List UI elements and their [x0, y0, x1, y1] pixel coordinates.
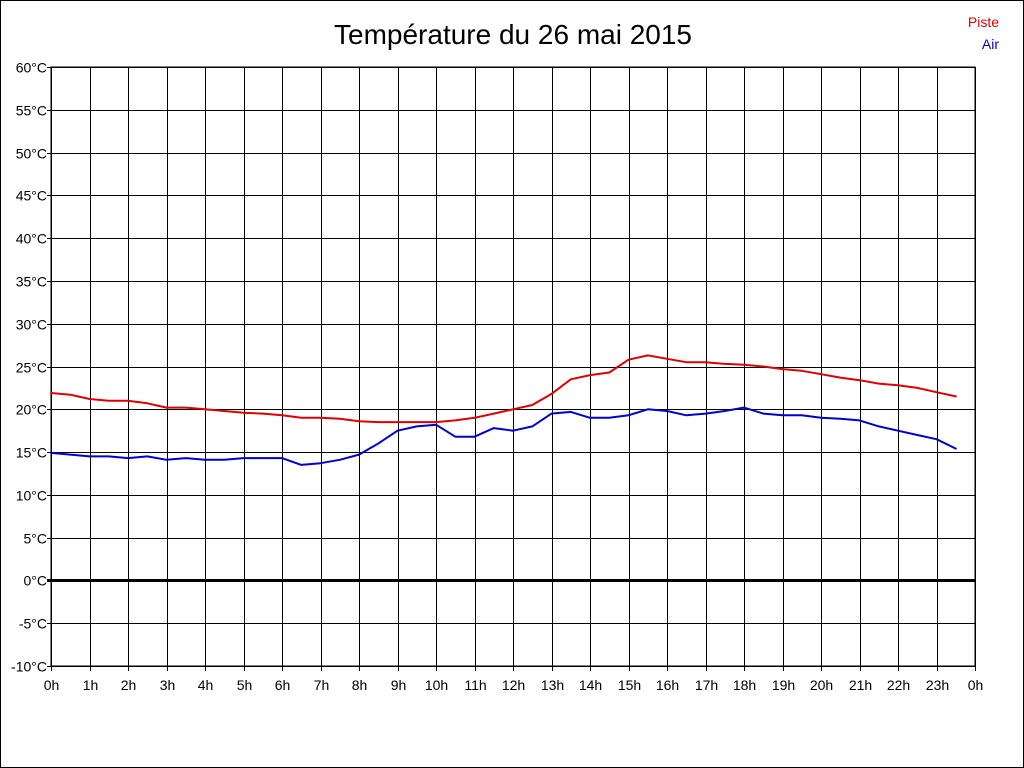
legend-piste: Piste	[967, 14, 999, 30]
x-tick-label: 15h	[618, 677, 641, 693]
y-tick-label: 5°C	[24, 531, 48, 547]
x-tick-label: 5h	[237, 677, 253, 693]
y-tick-label: 50°C	[16, 146, 47, 162]
x-tick-label: 16h	[656, 677, 679, 693]
y-tick-label: 15°C	[16, 445, 47, 461]
x-tick-label: 21h	[849, 677, 872, 693]
chart-title: Température du 26 mai 2015	[334, 19, 692, 50]
y-tick-label: 10°C	[16, 488, 47, 504]
y-tick-label: -10°C	[11, 659, 47, 675]
x-tick-label: 14h	[579, 677, 602, 693]
x-tick-label: 7h	[314, 677, 330, 693]
x-tick-label: 6h	[275, 677, 291, 693]
y-tick-label: 20°C	[16, 402, 47, 418]
x-tick-label: 22h	[887, 677, 910, 693]
x-tick-label: 0h	[968, 677, 984, 693]
x-tick-label: 12h	[502, 677, 525, 693]
x-tick-label: 11h	[464, 677, 486, 693]
series-line-piste	[50, 354, 957, 424]
x-tick-label: 0h	[44, 677, 60, 693]
legend-air: Air	[981, 36, 999, 52]
y-tick-label: 45°C	[16, 188, 47, 204]
series-line-air	[50, 406, 957, 466]
x-tick-label: 23h	[926, 677, 949, 693]
y-tick-label: 35°C	[16, 274, 47, 290]
x-tick-label: 20h	[810, 677, 833, 693]
x-tick-label: 3h	[160, 677, 176, 693]
x-tick-label: 2h	[121, 677, 137, 693]
x-tick-label: 8h	[352, 677, 368, 693]
x-tick-label: 18h	[733, 677, 756, 693]
y-tick-label: 55°C	[16, 103, 47, 119]
y-tick-label: 25°C	[16, 360, 47, 376]
y-tick-label: 0°C	[24, 573, 48, 589]
y-tick-label: 60°C	[16, 60, 47, 76]
x-tick-label: 10h	[425, 677, 448, 693]
x-tick-label: 1h	[83, 677, 99, 693]
y-tick-label: 30°C	[16, 317, 47, 333]
x-tick-label: 9h	[391, 677, 407, 693]
x-tick-label: 17h	[695, 677, 718, 693]
x-tick-label: 19h	[772, 677, 795, 693]
y-tick-label: 40°C	[16, 231, 47, 247]
x-tick-label: 4h	[198, 677, 214, 693]
x-tick-label: 13h	[541, 677, 564, 693]
y-tick-label: -5°C	[19, 616, 47, 632]
